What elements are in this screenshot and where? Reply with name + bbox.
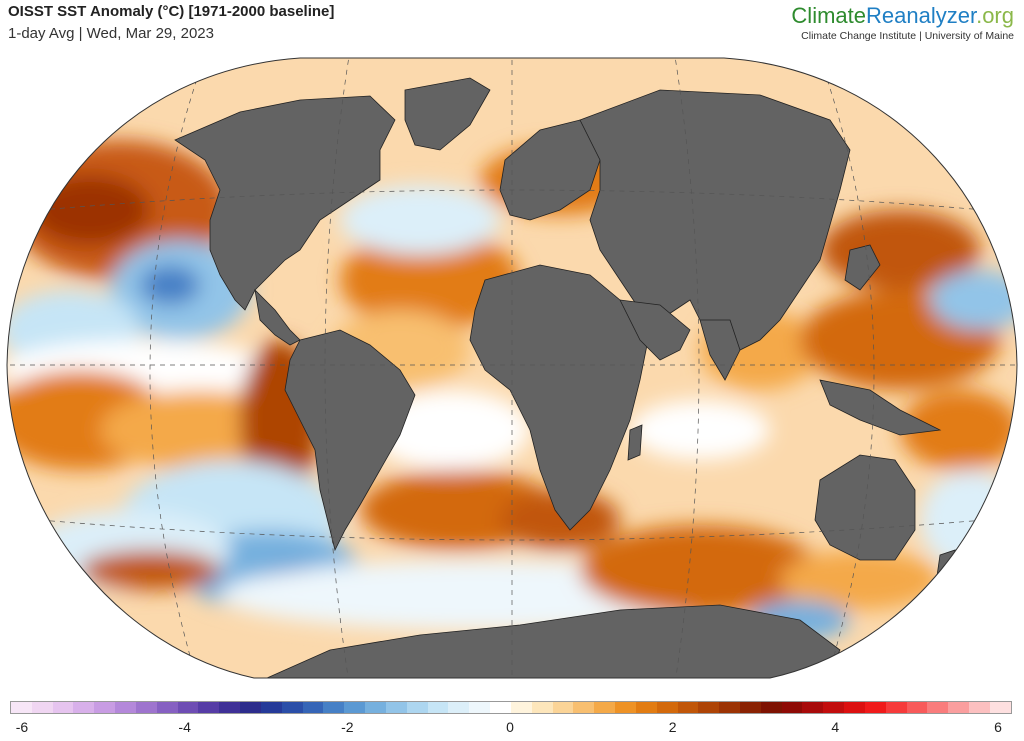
map-subtitle: 1-day Avg | Wed, Mar 29, 2023 (8, 25, 214, 42)
colorbar-swatch (781, 702, 803, 713)
colorbar-tick-label: -2 (341, 719, 354, 735)
colorbar-swatch (427, 702, 449, 713)
colorbar-swatch (677, 702, 699, 713)
colorbar-swatch (719, 702, 740, 713)
brand-part-climate: Climate (791, 3, 866, 28)
colorbar-swatch (219, 702, 241, 713)
colorbar-swatch (448, 702, 470, 713)
colorbar-swatch (240, 702, 261, 713)
colorbar-swatch (594, 702, 616, 713)
colorbar-swatch (73, 702, 95, 713)
colorbar-swatch (760, 702, 782, 713)
colorbar-swatch (302, 702, 324, 713)
colorbar-swatch (885, 702, 907, 713)
colorbar-swatch (323, 702, 345, 713)
colorbar-swatch (698, 702, 720, 713)
colorbar-swatch (198, 702, 220, 713)
colorbar-swatch (510, 702, 532, 713)
colorbar-swatch (11, 702, 32, 713)
colorbar-swatch (365, 702, 386, 713)
colorbar-swatch (635, 702, 657, 713)
colorbar-swatch (552, 702, 574, 713)
colorbar-swatch (281, 702, 303, 713)
colorbar-swatch (573, 702, 595, 713)
colorbar-swatch (802, 702, 824, 713)
colorbar-swatch (31, 702, 53, 713)
brand-subtitle: Climate Change Institute | University of… (801, 30, 1014, 42)
colorbar-swatch (469, 702, 491, 713)
brand-name: ClimateReanalyzer.org (791, 4, 1014, 28)
colorbar-swatch (94, 702, 116, 713)
colorbar-swatch (844, 702, 865, 713)
colorbar (10, 701, 1012, 714)
colorbar-swatch (406, 702, 428, 713)
colorbar-swatch (52, 702, 74, 713)
map-title: OISST SST Anomaly (°C) [1971-2000 baseli… (8, 3, 335, 20)
colorbar-tick-label: -6 (15, 719, 29, 735)
colorbar-tick-label: 0 (506, 719, 514, 735)
colorbar-swatch (531, 702, 553, 713)
brand-logo[interactable]: ClimateReanalyzer.org Climate Change Ins… (791, 4, 1014, 43)
colorbar-swatch (156, 702, 178, 713)
world-map (6, 57, 1018, 679)
colorbar-swatch (656, 702, 678, 713)
colorbar-swatch (906, 702, 928, 713)
colorbar-swatch (969, 702, 990, 713)
colorbar-tick-label: 2 (668, 719, 677, 735)
colorbar-swatch (490, 702, 511, 713)
colorbar-swatch (615, 702, 636, 713)
brand-part-org: .org (976, 3, 1014, 28)
brand-part-reanalyzer: Reanalyzer (866, 3, 977, 28)
colorbar-tick-label: 4 (831, 719, 840, 735)
colorbar-swatch (989, 702, 1011, 713)
colorbar-swatch (260, 702, 282, 713)
colorbar-tick-label: 6 (994, 719, 1002, 735)
colorbar-swatch (739, 702, 761, 713)
colorbar-swatch (115, 702, 136, 713)
colorbar-swatch (177, 702, 199, 713)
colorbar-swatch (385, 702, 407, 713)
colorbar-swatch (135, 702, 157, 713)
colorbar-swatch (344, 702, 366, 713)
colorbar-swatch (927, 702, 949, 713)
colorbar-swatch (864, 702, 886, 713)
colorbar-swatch (823, 702, 845, 713)
colorbar-swatch (948, 702, 970, 713)
colorbar-tick-label: -4 (178, 719, 191, 735)
